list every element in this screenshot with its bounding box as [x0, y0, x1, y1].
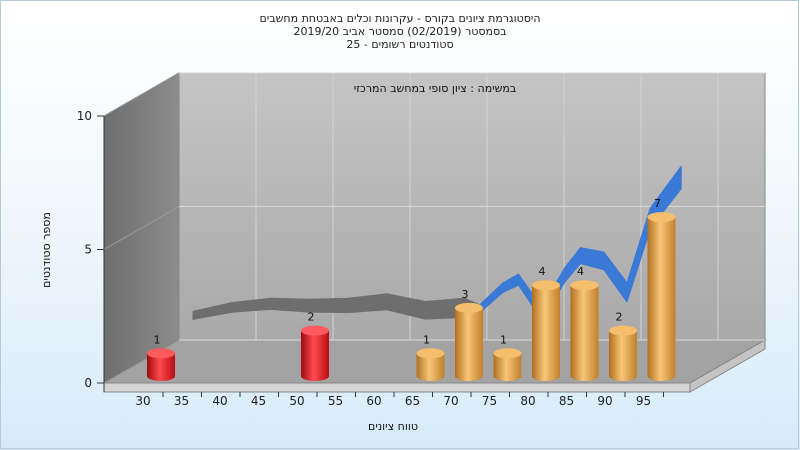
bar-30: 1 — [147, 333, 175, 381]
bar-cap — [532, 280, 560, 291]
bar-80: 4 — [532, 265, 560, 381]
grid-lines — [103, 72, 765, 384]
grid-h-side — [103, 339, 180, 384]
x-tick-label: 30 — [135, 394, 150, 408]
bar-body — [147, 353, 175, 381]
grid-h-side — [103, 206, 180, 250]
x-tick-label: 85 — [559, 394, 574, 408]
bar-cap — [455, 302, 483, 313]
bar-body — [532, 285, 560, 381]
bar-90: 2 — [609, 311, 637, 381]
y-tick-label: 0 — [84, 376, 92, 390]
x-tick-label: 75 — [482, 394, 497, 408]
x-tick-label: 70 — [443, 394, 458, 408]
bar-value-label: 2 — [308, 311, 315, 324]
bar-cap — [493, 348, 522, 359]
bar-cap — [301, 325, 329, 336]
y-tick-label: 5 — [84, 243, 92, 257]
floor-right-edge — [689, 339, 766, 393]
chart-title-line-3: סטודנטים רשומים - 25 — [346, 38, 454, 51]
bar-95: 7 — [647, 197, 676, 382]
bar-value-label: 7 — [654, 197, 661, 210]
bar-body — [493, 353, 522, 382]
x-tick-label: 40 — [212, 394, 227, 408]
x-tick-label: 80 — [520, 394, 535, 408]
bar-value-label: 1 — [423, 333, 430, 346]
bars-group: 1 2 1 3 1 4 4 2 7 — [147, 197, 676, 382]
bar-body — [609, 330, 637, 381]
bar-body — [647, 217, 676, 382]
x-axis-label: טווח ציונים — [368, 420, 418, 433]
bar-value-label: 1 — [500, 333, 507, 346]
bar-65: 1 — [416, 333, 445, 382]
bar-70: 3 — [455, 288, 483, 381]
bar-50: 2 — [301, 311, 329, 381]
chart-title-line-2: בסמסטר (02/2019) סמסטר אביב 2019/20 — [293, 25, 507, 38]
x-tick-label: 35 — [174, 394, 189, 408]
grid-h-side — [103, 72, 180, 117]
bar-cap — [416, 348, 445, 359]
bar-cap — [609, 325, 637, 336]
bar-body — [570, 285, 599, 382]
bar-value-label: 1 — [154, 333, 161, 346]
bar-value-label: 4 — [577, 265, 584, 278]
bar-cap — [647, 212, 676, 223]
bar-value-label: 2 — [616, 311, 623, 324]
bar-cap — [570, 280, 599, 291]
x-tick-label: 50 — [289, 394, 304, 408]
axes-group: 0 5 10 30 35 40 45 50 55 60 65 70 75 80 85 90 95 — [77, 109, 664, 408]
chart-title-line-1: היסטוגרמת ציונים בקורס - עקרונות וכלים ב… — [259, 12, 541, 25]
bar-body — [301, 330, 329, 381]
x-tick-label: 90 — [597, 394, 612, 408]
bar-body — [455, 307, 483, 381]
bar-value-label: 4 — [539, 265, 546, 278]
y-axis-label: מספר סטודנטים — [40, 212, 53, 288]
floor-edge — [103, 382, 691, 393]
x-tick-label: 55 — [328, 394, 343, 408]
x-tick-label: 95 — [636, 394, 651, 408]
bar-85: 4 — [570, 265, 599, 382]
chart-subtitle: במשימה : ציון סופי במחשב המרכזי — [354, 82, 517, 95]
bar-cap — [147, 348, 175, 359]
bar-value-label: 3 — [462, 288, 469, 301]
x-tick-label: 45 — [251, 394, 266, 408]
x-tick-label: 60 — [366, 394, 381, 408]
bar-75: 1 — [493, 333, 522, 382]
x-tick-label: 65 — [405, 394, 420, 408]
y-tick-label: 10 — [77, 109, 92, 123]
bar-body — [416, 353, 445, 382]
